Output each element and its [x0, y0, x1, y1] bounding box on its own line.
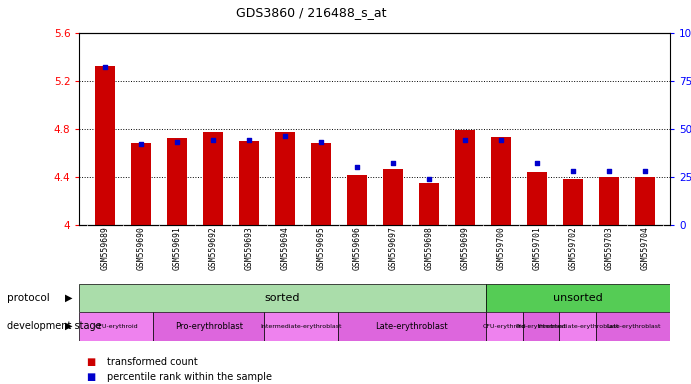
Bar [635, 177, 655, 225]
Bar [275, 132, 295, 225]
Text: protocol: protocol [7, 293, 50, 303]
Point [388, 160, 399, 166]
Point [99, 64, 110, 70]
Bar [264, 312, 338, 341]
Text: GSM559691: GSM559691 [172, 227, 181, 270]
Bar [203, 132, 223, 225]
Point [424, 175, 435, 182]
Point [495, 137, 507, 143]
Text: GSM559697: GSM559697 [388, 227, 397, 270]
Text: CFU-erythroid: CFU-erythroid [482, 324, 526, 329]
Text: GSM559702: GSM559702 [569, 227, 578, 270]
Text: GSM559695: GSM559695 [316, 227, 325, 270]
Point [135, 141, 146, 147]
Bar [311, 143, 331, 225]
Text: GSM559703: GSM559703 [605, 227, 614, 270]
Bar [599, 177, 619, 225]
Point [171, 139, 182, 145]
Text: GSM559694: GSM559694 [281, 227, 290, 270]
Point [640, 168, 651, 174]
Text: transformed count: transformed count [107, 357, 198, 367]
Text: ■: ■ [86, 372, 95, 382]
Bar [419, 183, 439, 225]
Text: Late-erythroblast: Late-erythroblast [606, 324, 661, 329]
Point [460, 137, 471, 143]
Text: Pro-erythroblast: Pro-erythroblast [515, 324, 567, 329]
Bar [79, 284, 486, 312]
Text: Intermediate-erythroblast: Intermediate-erythroblast [537, 324, 618, 329]
Point [531, 160, 542, 166]
Bar [79, 312, 153, 341]
Bar [95, 66, 115, 225]
Bar [153, 312, 264, 341]
Point [279, 133, 290, 139]
Text: Late-erythroblast: Late-erythroblast [375, 322, 448, 331]
Bar [167, 138, 187, 225]
Bar [491, 137, 511, 225]
Text: sorted: sorted [265, 293, 301, 303]
Bar [239, 141, 258, 225]
Text: ■: ■ [86, 357, 95, 367]
Text: GSM559690: GSM559690 [136, 227, 145, 270]
Bar [131, 143, 151, 225]
Point [243, 137, 254, 143]
Bar [560, 312, 596, 341]
Bar [347, 175, 367, 225]
Bar [563, 179, 583, 225]
Bar [486, 312, 522, 341]
Point [351, 164, 362, 170]
Text: Pro-erythroblast: Pro-erythroblast [175, 322, 243, 331]
Text: GDS3860 / 216488_s_at: GDS3860 / 216488_s_at [236, 6, 386, 19]
Bar [527, 172, 547, 225]
Bar [596, 312, 670, 341]
Text: GSM559700: GSM559700 [496, 227, 505, 270]
Text: GSM559701: GSM559701 [533, 227, 542, 270]
Text: GSM559704: GSM559704 [641, 227, 650, 270]
Text: GSM559693: GSM559693 [245, 227, 254, 270]
Text: GSM559699: GSM559699 [460, 227, 469, 270]
Bar [455, 130, 475, 225]
Text: GSM559689: GSM559689 [100, 227, 109, 270]
Text: GSM559698: GSM559698 [424, 227, 433, 270]
Bar [486, 284, 670, 312]
Bar [522, 312, 560, 341]
Text: GSM559696: GSM559696 [352, 227, 361, 270]
Text: ▶: ▶ [65, 321, 73, 331]
Text: CFU-erythroid: CFU-erythroid [95, 324, 138, 329]
Text: ▶: ▶ [65, 293, 73, 303]
Text: percentile rank within the sample: percentile rank within the sample [107, 372, 272, 382]
Point [603, 168, 614, 174]
Point [567, 168, 578, 174]
Bar [338, 312, 486, 341]
Text: development stage: development stage [7, 321, 102, 331]
Text: GSM559692: GSM559692 [208, 227, 217, 270]
Point [207, 137, 218, 143]
Text: Intermediate-erythroblast: Intermediate-erythroblast [261, 324, 342, 329]
Text: unsorted: unsorted [553, 293, 603, 303]
Bar [383, 169, 403, 225]
Point [315, 139, 326, 145]
